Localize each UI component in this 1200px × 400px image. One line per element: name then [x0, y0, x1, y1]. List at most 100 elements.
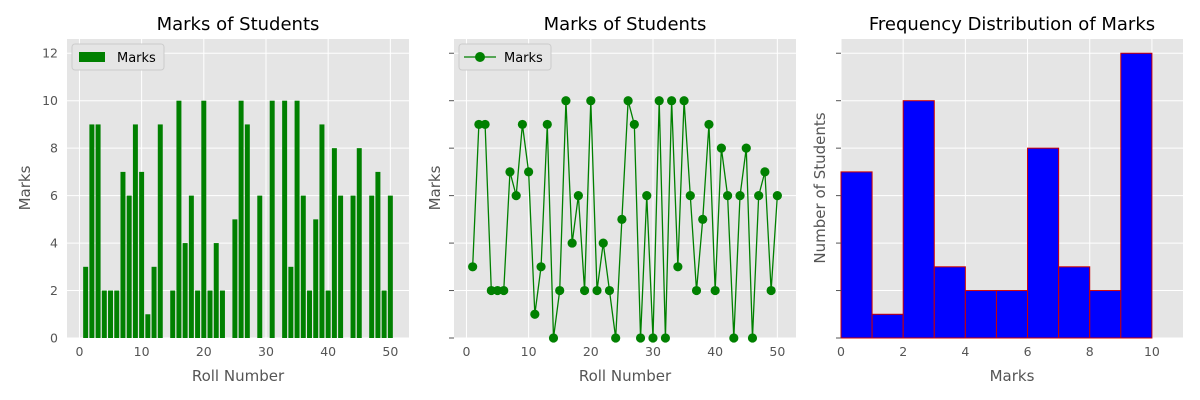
data-point	[772, 191, 782, 201]
bar	[307, 290, 312, 338]
histogram-bar	[1120, 52, 1153, 339]
data-point	[524, 167, 534, 177]
data-point	[623, 96, 633, 106]
x-tick-label: 10	[521, 344, 537, 359]
bar	[170, 290, 176, 338]
x-tick-label: 20	[196, 344, 212, 359]
bar-chart-panel: 0 10 20 30 40 50 0 2 4 6 8 10 12 Marks of Students R…	[16, 14, 409, 385]
data-point	[685, 191, 695, 201]
x-tick-label: 8	[1086, 344, 1094, 359]
data-point	[468, 262, 478, 272]
bar	[207, 290, 213, 338]
bar	[176, 100, 182, 338]
bar	[95, 124, 101, 338]
y-axis-label: Marks	[16, 165, 34, 210]
data-point	[499, 285, 509, 296]
x-tick-label: 30	[645, 344, 661, 359]
bar	[269, 100, 275, 338]
data-point	[629, 119, 639, 130]
bars	[83, 100, 393, 338]
x-tick-label: 0	[462, 344, 470, 359]
bar	[139, 171, 145, 338]
bar	[151, 266, 157, 338]
legend-marker	[475, 52, 485, 62]
histogram-bar	[840, 171, 873, 339]
data-point	[573, 191, 583, 201]
data-point	[617, 214, 627, 224]
data-point	[480, 119, 490, 130]
tick-labels: 0 2 4 6 8 10	[836, 52, 1160, 359]
legend-box	[71, 43, 165, 71]
y-axis-label: Number of Students	[811, 112, 829, 263]
bar	[257, 195, 263, 338]
data-point	[561, 96, 571, 106]
data-point	[611, 333, 621, 343]
data-point	[505, 167, 515, 177]
x-tick-label: 50	[382, 344, 398, 359]
data-point	[760, 167, 770, 177]
data-point	[648, 333, 658, 343]
data-point	[747, 333, 758, 343]
plot-area	[454, 39, 796, 338]
data-point	[691, 285, 702, 296]
bar	[350, 195, 356, 338]
data-point	[667, 96, 677, 106]
x-tick-label: 4	[961, 344, 969, 359]
bar	[108, 290, 114, 338]
y-axis-label: Marks	[426, 165, 444, 210]
y-tick-label: 12	[42, 46, 58, 61]
bar	[238, 100, 244, 338]
bar	[132, 124, 138, 338]
data-point	[579, 285, 590, 296]
y-tick-label: 0	[50, 331, 58, 346]
data-point	[723, 191, 733, 201]
y-tick-label: 4	[50, 236, 58, 251]
data-point	[654, 96, 664, 106]
data-point	[710, 285, 720, 296]
bar	[369, 195, 375, 338]
legend: Marks	[71, 43, 165, 71]
bar	[114, 290, 120, 338]
bar	[219, 290, 225, 338]
bar	[244, 124, 250, 338]
tick-labels: 0 10 20 30 40 50	[449, 52, 785, 359]
x-tick-label: 40	[320, 344, 336, 359]
series-line	[472, 100, 778, 339]
data-point	[567, 238, 577, 248]
bar	[83, 266, 89, 338]
bar	[89, 124, 95, 338]
bar	[145, 314, 151, 338]
bar	[101, 290, 107, 338]
y-tick-label: 6	[50, 188, 58, 203]
histogram-bars	[840, 52, 1153, 339]
bar	[325, 290, 331, 338]
bar	[201, 100, 207, 338]
y-tick-label: 2	[50, 283, 58, 298]
bar	[375, 171, 381, 338]
data-point	[592, 285, 602, 296]
line-series	[468, 96, 782, 343]
x-tick-label: 50	[769, 344, 785, 359]
x-tick-label: 30	[258, 344, 274, 359]
chart-title: Marks of Students	[157, 14, 320, 35]
data-point	[679, 96, 689, 106]
histogram-bar	[964, 290, 997, 339]
bar	[381, 290, 387, 338]
data-point	[741, 143, 751, 153]
bar	[213, 243, 219, 338]
bar	[313, 219, 319, 338]
data-point	[542, 119, 552, 130]
data-point	[536, 262, 546, 272]
data-point	[635, 333, 646, 343]
x-tick-label: 10	[134, 344, 150, 359]
data-point	[704, 119, 714, 130]
data-point	[660, 333, 671, 343]
bar	[126, 195, 132, 338]
bar	[300, 195, 306, 338]
x-axis-label: Roll Number	[579, 367, 672, 385]
bar	[188, 195, 194, 338]
bar	[319, 124, 325, 338]
x-axis-label: Roll Number	[192, 367, 285, 385]
data-point	[517, 119, 528, 130]
data-point	[766, 285, 776, 296]
